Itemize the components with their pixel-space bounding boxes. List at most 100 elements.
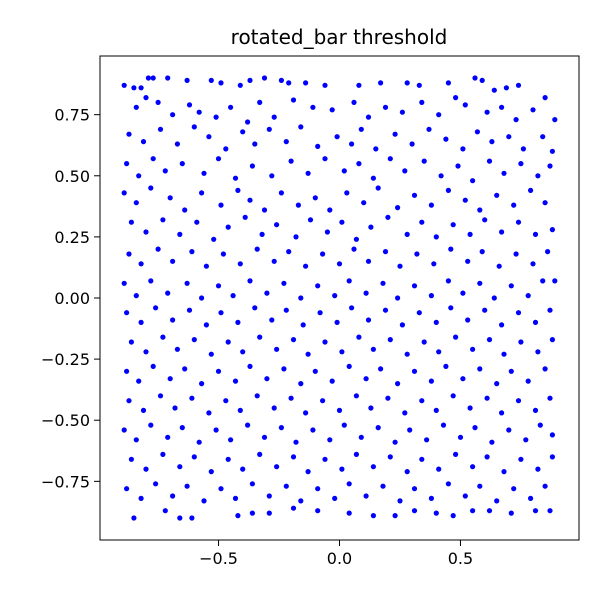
data-point: [257, 99, 263, 105]
data-point: [143, 349, 149, 355]
data-point: [131, 515, 137, 521]
data-point: [271, 114, 277, 120]
data-point: [515, 310, 522, 316]
data-point: [443, 136, 449, 142]
data-point: [199, 295, 205, 301]
data-point: [542, 200, 548, 206]
data-point: [177, 515, 183, 521]
data-point: [160, 451, 166, 457]
data-point: [264, 290, 270, 296]
data-point: [433, 407, 439, 413]
y-tick-label: 0.00: [54, 289, 90, 308]
data-point: [199, 190, 205, 196]
data-point: [486, 508, 493, 514]
data-point: [247, 363, 253, 369]
data-point: [290, 337, 297, 343]
data-point: [223, 146, 229, 152]
data-point: [160, 217, 166, 223]
data-point: [358, 126, 364, 132]
data-point: [462, 197, 468, 203]
data-point: [445, 481, 451, 487]
data-point: [201, 170, 207, 176]
data-point: [506, 134, 512, 140]
data-point: [508, 283, 514, 289]
data-point: [218, 80, 224, 86]
data-point: [501, 469, 507, 475]
data-point: [370, 513, 376, 519]
data-point: [257, 451, 263, 457]
data-point: [305, 351, 311, 357]
data-point: [225, 339, 231, 345]
data-point: [220, 251, 226, 257]
data-point: [170, 317, 176, 323]
data-point: [402, 168, 408, 174]
data-point: [189, 249, 195, 255]
data-point: [411, 192, 418, 198]
data-point: [484, 454, 490, 460]
data-point: [474, 129, 480, 135]
data-point: [215, 156, 222, 162]
data-point: [278, 190, 284, 196]
data-point: [365, 317, 372, 323]
data-point: [511, 486, 517, 492]
data-point: [133, 104, 139, 110]
data-point: [399, 322, 405, 328]
data-point: [365, 114, 372, 120]
data-point: [247, 197, 253, 203]
data-point: [252, 305, 258, 311]
data-point: [298, 498, 304, 504]
data-point: [513, 117, 519, 123]
data-point: [322, 339, 328, 345]
data-point: [189, 395, 195, 401]
data-point: [414, 251, 420, 257]
data-point: [274, 464, 280, 470]
data-point: [288, 395, 294, 401]
data-point: [329, 107, 335, 113]
data-point: [150, 156, 156, 162]
data-point: [213, 427, 219, 433]
data-point: [247, 77, 253, 83]
data-point: [245, 422, 251, 428]
data-point: [370, 175, 376, 181]
data-point: [528, 495, 534, 501]
data-point: [356, 334, 362, 340]
data-point: [293, 439, 299, 445]
data-point: [532, 319, 539, 325]
data-point: [419, 99, 425, 105]
data-point: [266, 126, 272, 132]
data-point: [182, 366, 188, 372]
data-point: [305, 469, 311, 475]
data-point: [486, 337, 493, 343]
data-point: [329, 378, 335, 384]
data-point: [133, 293, 139, 299]
data-point: [453, 334, 459, 340]
data-point: [392, 513, 398, 519]
data-point: [303, 80, 309, 86]
data-point: [124, 486, 130, 492]
data-point: [472, 425, 478, 431]
data-point: [124, 161, 130, 167]
data-point: [470, 508, 476, 514]
data-point: [235, 319, 241, 325]
data-point: [182, 207, 188, 213]
data-point: [199, 381, 205, 387]
data-point: [143, 466, 149, 472]
data-point: [201, 498, 207, 504]
data-point: [174, 141, 180, 147]
data-point: [203, 322, 209, 328]
data-point: [392, 439, 398, 445]
data-point: [334, 134, 340, 140]
data-point: [186, 307, 193, 313]
data-point: [433, 510, 439, 516]
data-point: [518, 161, 524, 167]
data-point: [191, 454, 197, 460]
data-point: [155, 246, 161, 252]
data-point: [409, 141, 415, 147]
data-point: [286, 80, 292, 86]
data-point: [365, 258, 372, 264]
data-point: [368, 224, 374, 230]
data-point: [184, 280, 190, 286]
data-point: [535, 349, 541, 355]
data-point: [453, 451, 459, 457]
data-point: [288, 158, 294, 164]
